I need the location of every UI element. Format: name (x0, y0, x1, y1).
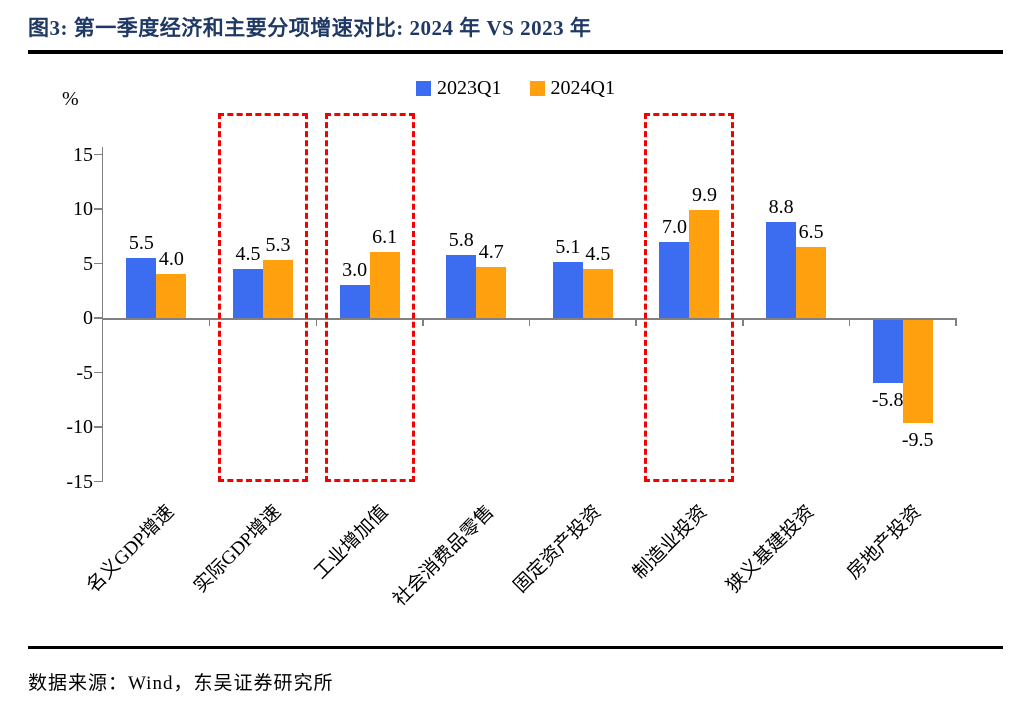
y-axis-tick-label: -15 (66, 470, 93, 493)
chart-legend: 2023Q1 2024Q1 (0, 77, 1031, 100)
highlight-box (217, 113, 308, 482)
y-axis-tick (94, 153, 103, 156)
y-axis-tick (94, 480, 103, 483)
bar-2023Q1 (766, 222, 797, 318)
y-axis-tick-label: 15 (73, 143, 93, 166)
bar-2023Q1 (659, 241, 690, 318)
category-label: 社会消费品零售 (389, 501, 499, 611)
category-label: 工业增加值 (309, 501, 392, 584)
highlight-box (324, 113, 415, 482)
bar-value-label: 4.7 (478, 240, 504, 263)
bar-value-label: 3.0 (342, 259, 368, 282)
bar-value-label: 6.5 (798, 221, 824, 244)
bar-2023Q1 (552, 262, 583, 318)
bar-value-label: 7.0 (661, 215, 687, 238)
title-separator-rule (28, 50, 1003, 54)
bar-value-label: 5.1 (555, 236, 581, 259)
bar-2024Q1 (369, 251, 400, 318)
bar-2023Q1 (446, 254, 477, 318)
page-title: 图3: 第一季度经济和主要分项增速对比: 2024 年 VS 2023 年 (28, 16, 592, 40)
category-label: 固定资产投资 (509, 501, 606, 598)
category-label: 实际GDP增速 (189, 501, 286, 598)
y-axis-tick (94, 262, 103, 265)
x-axis-tick (528, 318, 531, 326)
x-axis-tick (208, 318, 211, 326)
legend-item: 2023Q1 (416, 77, 502, 100)
legend-swatch-icon (416, 81, 432, 96)
x-axis-tick (315, 318, 317, 326)
y-axis-tick (94, 426, 103, 428)
bar-2023Q1 (232, 268, 263, 318)
bar-value-label: 5.5 (128, 232, 154, 255)
bar-2023Q1 (339, 285, 370, 318)
bar-value-label: 4.5 (585, 242, 611, 265)
bar-2024Q1 (156, 274, 187, 318)
category-label: 名义GDP增速 (83, 501, 179, 598)
bar-value-label: 5.8 (448, 228, 474, 251)
y-axis-unit-label: % (62, 88, 79, 110)
category-label: 制造业投资 (629, 501, 712, 584)
bar-2024Q1 (262, 260, 293, 318)
x-axis-tick (955, 318, 957, 326)
bar-2024Q1 (796, 247, 827, 318)
bar-value-label: 4.0 (158, 248, 184, 271)
legend-swatch-icon (529, 81, 545, 96)
y-axis-tick (94, 208, 103, 210)
legend-label: 2024Q1 (550, 77, 615, 99)
bar-value-label: -9.5 (901, 429, 934, 452)
y-axis-tick (94, 317, 103, 319)
bar-value-label: 5.3 (265, 234, 291, 257)
bar-chart: 2023Q1 2024Q1 % 15 10 5 0 -5 -10 -15 5.5 4.0 名义GDP… (0, 57, 1031, 643)
y-axis-tick-label: 0 (83, 307, 93, 329)
y-axis-tick-label: 10 (73, 198, 93, 220)
bar-2024Q1 (689, 210, 720, 318)
bar-2024Q1 (476, 266, 507, 318)
footer-separator-rule (28, 646, 1003, 649)
bar-value-label: 9.9 (691, 184, 717, 207)
y-axis-tick-label: -5 (76, 361, 93, 384)
bar-value-label: 8.8 (768, 196, 794, 219)
y-axis-tick-label: 5 (83, 252, 93, 275)
data-source-text: 数据来源：Wind，东吴证券研究所 (28, 673, 334, 694)
x-axis-tick (635, 318, 637, 326)
y-axis-line (101, 147, 103, 481)
x-axis-tick (848, 318, 851, 326)
legend-item: 2024Q1 (529, 77, 615, 100)
highlight-box (644, 113, 735, 482)
x-axis-tick (422, 318, 424, 326)
bar-value-label: -5.8 (871, 388, 904, 411)
y-axis-tick (94, 371, 103, 374)
category-label: 狭义基建投资 (722, 501, 819, 598)
category-label: 房地产投资 (843, 501, 926, 584)
x-axis-tick (742, 318, 744, 326)
bar-2024Q1 (582, 268, 613, 318)
bar-2023Q1 (126, 258, 157, 318)
bar-2024Q1 (902, 319, 933, 424)
legend-label: 2023Q1 (437, 77, 502, 99)
bar-value-label: 6.1 (372, 225, 398, 248)
bar-2023Q1 (872, 319, 903, 383)
y-axis-tick-label: -10 (66, 416, 93, 438)
bar-value-label: 4.5 (235, 242, 261, 265)
